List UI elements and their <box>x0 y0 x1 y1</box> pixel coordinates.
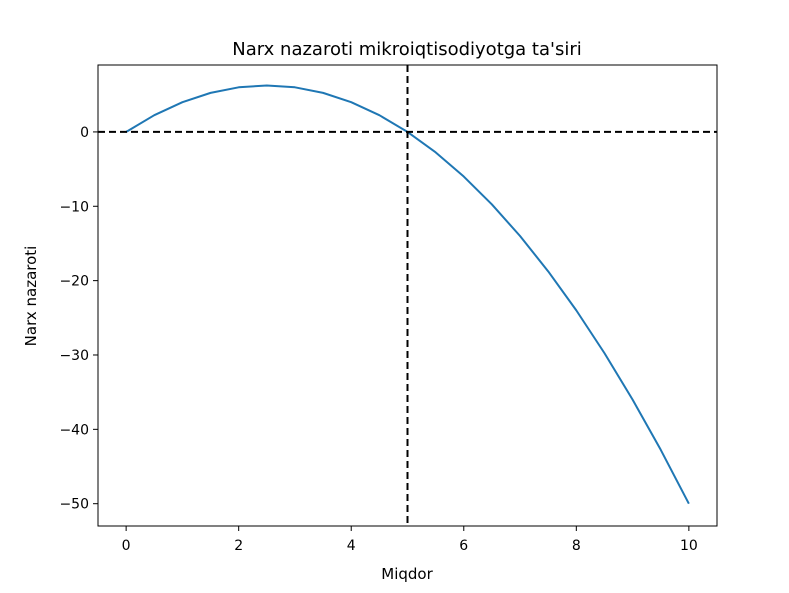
x-tick-label: 0 <box>122 538 131 554</box>
x-tick-label: 6 <box>459 538 468 554</box>
x-tick-label: 8 <box>572 538 581 554</box>
x-axis-ticks: 0 2 4 6 8 10 <box>122 526 698 554</box>
x-tick-label: 10 <box>680 538 698 554</box>
y-tick-label: −20 <box>59 274 89 290</box>
plot-frame <box>97 64 718 527</box>
plot-area <box>98 65 717 526</box>
y-tick-label: −30 <box>59 348 89 364</box>
chart-title: Narx nazaroti mikroiqtisodiyotga ta'siri <box>232 39 582 60</box>
x-axis-label: Miqdor <box>381 565 433 583</box>
y-tick-label: 0 <box>80 125 89 141</box>
y-tick-label: −40 <box>59 422 89 438</box>
y-axis-label: Narx nazaroti <box>22 246 40 347</box>
y-tick-label: −10 <box>59 199 89 215</box>
y-axis-ticks: 0 −10 −20 −30 −40 −50 <box>59 125 98 513</box>
x-tick-label: 4 <box>347 538 356 554</box>
x-tick-label: 2 <box>234 538 243 554</box>
y-tick-label: −50 <box>59 497 89 513</box>
